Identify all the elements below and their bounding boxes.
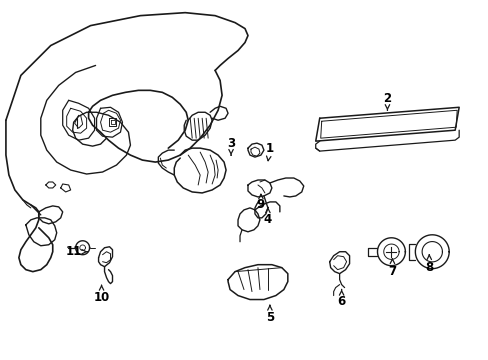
Text: 1: 1 xyxy=(265,141,273,161)
Text: 2: 2 xyxy=(383,92,391,111)
Text: 8: 8 xyxy=(424,255,432,274)
Text: 5: 5 xyxy=(265,305,273,324)
Text: 7: 7 xyxy=(387,259,396,278)
Text: 10: 10 xyxy=(93,285,109,304)
Text: 3: 3 xyxy=(226,137,235,155)
Text: 9: 9 xyxy=(256,194,264,211)
Text: 11: 11 xyxy=(65,245,87,258)
Text: 4: 4 xyxy=(263,208,271,226)
Text: 6: 6 xyxy=(337,289,345,308)
